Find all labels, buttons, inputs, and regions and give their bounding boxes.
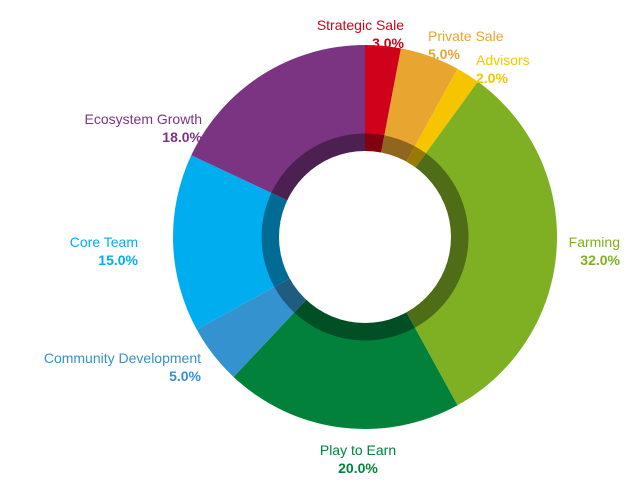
slice-advisors [414, 68, 478, 154]
slice-core-team [173, 155, 275, 330]
slice-name: Advisors [476, 52, 530, 68]
slice-shadow-advisors [405, 146, 426, 169]
slice-community-development [196, 286, 295, 377]
slice-name: Strategic Sale [317, 17, 404, 33]
slice-shadow-private-sale [380, 135, 415, 163]
donut-hole [279, 151, 451, 323]
slice-shadow-farming [405, 153, 469, 328]
slice-label-private-sale: Private Sale 5.0% [428, 28, 504, 62]
slice-percent: 5.0% [428, 46, 460, 62]
slice-percent: 18.0% [162, 129, 202, 145]
slice-ecosystem-growth [191, 45, 365, 194]
slice-strategic-sale [365, 45, 401, 136]
slice-name: Play to Earn [320, 442, 396, 458]
slice-label-advisors: Advisors 2.0% [476, 52, 530, 86]
slice-percent: 3.0% [372, 35, 404, 51]
slice-private-sale [384, 48, 458, 147]
slice-name: Community Development [44, 350, 201, 366]
slice-label-ecosystem-growth: Ecosystem Growth 18.0% [85, 111, 203, 145]
slice-farming [414, 81, 557, 406]
slice-label-play-to-earn: Play to Earn 20.0% [320, 442, 396, 476]
slice-percent: 2.0% [476, 70, 508, 86]
slice-name: Farming [569, 234, 620, 250]
slice-name: Private Sale [428, 28, 504, 44]
slice-percent: 20.0% [338, 460, 378, 476]
slice-shadow-strategic-sale [365, 133, 385, 154]
donut-slices [173, 45, 557, 429]
slice-shadow-ecosystem-growth [271, 133, 365, 201]
slice-shadow-community-development [274, 277, 307, 313]
slice-percent: 15.0% [98, 252, 138, 268]
slice-label-farming: Farming 32.0% [569, 234, 621, 268]
slice-label-core-team: Core Team 15.0% [70, 234, 139, 268]
slice-name: Core Team [70, 234, 138, 250]
slice-play-to-earn [233, 312, 458, 429]
slice-label-strategic-sale: Strategic Sale 3.0% [317, 17, 405, 51]
slice-name: Ecosystem Growth [85, 111, 202, 127]
slice-percent: 5.0% [169, 368, 201, 384]
slice-percent: 32.0% [580, 252, 620, 268]
slice-shadow-play-to-earn [294, 298, 415, 341]
slice-labels: Strategic Sale 3.0% Private Sale 5.0% Adviso… [44, 17, 621, 476]
slice-label-community-development: Community Development 5.0% [44, 350, 202, 384]
inner-shadow-ring [261, 133, 469, 341]
